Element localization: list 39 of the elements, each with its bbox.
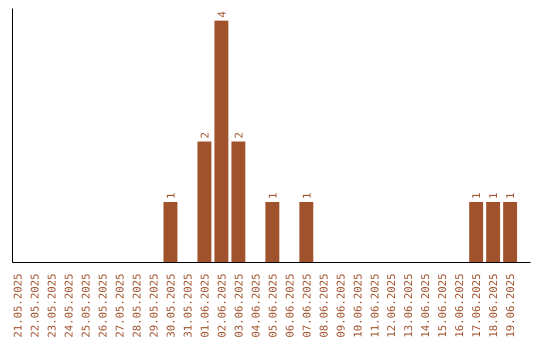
x-tick-label: 02.06.2025 bbox=[215, 274, 228, 338]
data-label: 2 bbox=[232, 132, 246, 139]
x-tick-label: 04.06.2025 bbox=[249, 274, 262, 338]
x-tick-label: 27.05.2025 bbox=[113, 274, 126, 338]
x-tick-label: 17.06.2025 bbox=[470, 274, 484, 338]
x-tick-label: 24.05.2025 bbox=[62, 274, 76, 338]
x-tick-label: 10.06.2025 bbox=[351, 274, 364, 338]
x-tick-label: 16.06.2025 bbox=[453, 274, 466, 338]
x-tick-label: 19.06.2025 bbox=[504, 274, 518, 338]
x-tick-label: 05.06.2025 bbox=[266, 274, 280, 338]
x-tick-label: 25.05.2025 bbox=[80, 274, 93, 338]
x-tick-label: 03.06.2025 bbox=[232, 274, 246, 338]
data-label: 2 bbox=[198, 132, 212, 139]
x-tick-label: 08.06.2025 bbox=[317, 274, 330, 338]
x-tick-label: 29.05.2025 bbox=[147, 274, 160, 338]
x-tick-label: 01.06.2025 bbox=[198, 274, 212, 338]
data-label: 1 bbox=[164, 192, 178, 200]
data-label: 1 bbox=[504, 192, 518, 200]
data-label: 1 bbox=[300, 192, 314, 200]
data-label: 1 bbox=[470, 192, 484, 200]
data-label: 4 bbox=[215, 11, 228, 18]
x-tick-label: 26.05.2025 bbox=[96, 274, 110, 338]
x-tick-label: 28.05.2025 bbox=[130, 274, 144, 338]
x-tick-label: 21.05.2025 bbox=[12, 274, 25, 338]
data-label: 1 bbox=[487, 192, 500, 200]
x-tick-label: 06.06.2025 bbox=[283, 274, 296, 338]
data-label: 1 bbox=[266, 192, 280, 200]
x-tick-label: 31.05.2025 bbox=[181, 274, 194, 338]
x-tick-label: 22.05.2025 bbox=[28, 274, 42, 338]
x-tick-label: 09.06.2025 bbox=[334, 274, 348, 338]
x-tick-label: 11.06.2025 bbox=[368, 274, 382, 338]
x-tick-label: 18.06.2025 bbox=[487, 274, 500, 338]
x-tick-label: 30.05.2025 bbox=[164, 274, 178, 338]
x-tick-label: 15.06.2025 bbox=[436, 274, 450, 338]
x-tick-label: 23.05.2025 bbox=[46, 274, 59, 338]
x-tick-label: 13.06.2025 bbox=[402, 274, 416, 338]
x-tick-label: 14.06.2025 bbox=[419, 274, 432, 338]
x-tick-label: 07.06.2025 bbox=[300, 274, 314, 338]
x-tick-label: 12.06.2025 bbox=[385, 274, 398, 338]
